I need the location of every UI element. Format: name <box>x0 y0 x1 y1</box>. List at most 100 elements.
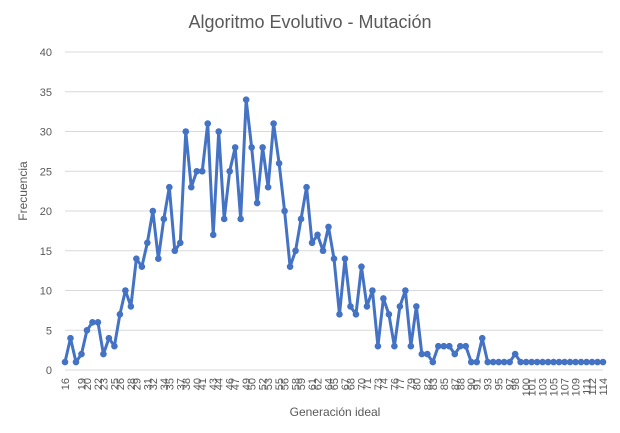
data-point <box>473 358 481 366</box>
x-tick-label: 29 <box>131 378 143 390</box>
data-point <box>270 120 277 127</box>
x-axis-label: Generación ideal <box>290 405 381 419</box>
data-point <box>226 167 233 175</box>
data-point <box>133 255 140 262</box>
data-point <box>550 358 557 366</box>
data-point <box>176 239 184 247</box>
data-point <box>248 144 255 151</box>
data-point <box>259 144 266 151</box>
x-tick-label: 43 <box>208 378 220 390</box>
x-tick-label: 107 <box>560 378 572 396</box>
x-tick-label: 23 <box>98 378 110 390</box>
data-point <box>352 311 360 318</box>
data-point <box>385 311 393 318</box>
x-tick-label: 26 <box>115 378 127 390</box>
x-tick-label: 87 <box>450 378 462 390</box>
x-tick-label: 114 <box>598 378 610 396</box>
x-tick-label: 47 <box>230 378 242 390</box>
y-tick-label: 10 <box>40 286 52 298</box>
x-tick-label: 73 <box>373 378 385 390</box>
data-point <box>314 231 321 239</box>
data-point <box>363 303 371 310</box>
data-point <box>319 247 327 255</box>
data-point <box>599 358 607 366</box>
data-point <box>237 215 244 223</box>
data-point <box>583 358 590 366</box>
x-tick-label: 55 <box>274 378 286 390</box>
data-point <box>297 215 305 223</box>
data-point <box>303 183 310 191</box>
data-point <box>522 358 530 366</box>
data-point <box>489 358 497 366</box>
x-tick-label: 68 <box>345 378 357 390</box>
data-point <box>511 350 519 358</box>
x-tick-label: 22 <box>93 378 105 390</box>
x-tick-label: 103 <box>538 378 550 396</box>
data-point <box>155 255 162 262</box>
data-point <box>445 342 453 350</box>
x-tick-label: 109 <box>571 378 583 396</box>
y-tick-label: 25 <box>40 166 52 178</box>
data-point <box>100 350 107 358</box>
data-point <box>204 120 212 127</box>
data-point <box>413 303 420 310</box>
data-point <box>308 239 316 247</box>
x-tick-label: 62 <box>313 378 325 390</box>
x-tick-label: 46 <box>225 378 237 390</box>
data-point <box>83 326 91 334</box>
data-point <box>594 358 601 366</box>
x-tick-label: 67 <box>340 378 352 390</box>
x-tick-label: 59 <box>296 378 308 390</box>
x-tick-label: 65 <box>329 378 341 390</box>
data-point <box>116 311 124 318</box>
x-tick-label: 80 <box>411 378 423 390</box>
x-tick-label: 64 <box>324 378 336 390</box>
x-tick-label: 38 <box>181 378 193 390</box>
x-tick-label: 74 <box>378 378 390 390</box>
x-tick-label: 105 <box>549 378 561 396</box>
x-tick-label: 25 <box>109 378 121 390</box>
data-point <box>369 287 376 294</box>
y-axis-label: Frecuencia <box>16 161 30 221</box>
series <box>61 96 607 366</box>
x-axis: 16 19202223252628293132343537384041434446… <box>60 378 610 396</box>
x-tick-label: 83 <box>428 378 440 390</box>
data-point <box>341 255 349 262</box>
y-axis: 0 5 10 15 20 25 30 35 40 <box>40 47 52 377</box>
data-point <box>330 255 338 262</box>
data-point <box>506 358 513 366</box>
data-point <box>127 303 135 310</box>
y-tick-label: 5 <box>46 325 52 337</box>
data-point <box>253 199 261 207</box>
data-point <box>171 247 179 255</box>
data-point <box>94 319 102 326</box>
data-point <box>149 207 157 215</box>
data-point <box>336 311 343 318</box>
data-point <box>264 183 272 191</box>
x-tick-label: 58 <box>291 378 303 390</box>
data-point <box>391 342 398 350</box>
data-point <box>467 358 475 366</box>
data-point <box>182 128 190 135</box>
x-tick-label: 71 <box>362 378 374 390</box>
x-tick-label: 93 <box>483 378 495 390</box>
data-point <box>281 207 288 215</box>
data-point <box>144 239 151 247</box>
x-tick-label: 50 <box>247 378 259 390</box>
x-tick-label: 70 <box>356 378 368 390</box>
data-point <box>198 167 206 175</box>
x-tick-label: 40 <box>192 378 204 390</box>
data-point <box>528 358 535 366</box>
data-point <box>347 303 354 310</box>
x-tick-label: 44 <box>214 378 226 390</box>
y-tick-label: 30 <box>40 127 52 139</box>
y-tick-label: 35 <box>40 87 52 99</box>
data-point <box>588 358 596 366</box>
x-tick-label: 91 <box>472 378 484 390</box>
x-tick-label: 85 <box>439 378 451 390</box>
data-point <box>435 342 442 350</box>
data-point <box>402 287 409 294</box>
data-point <box>231 144 239 151</box>
x-tick-label: 49 <box>241 378 253 390</box>
data-point <box>358 263 365 270</box>
